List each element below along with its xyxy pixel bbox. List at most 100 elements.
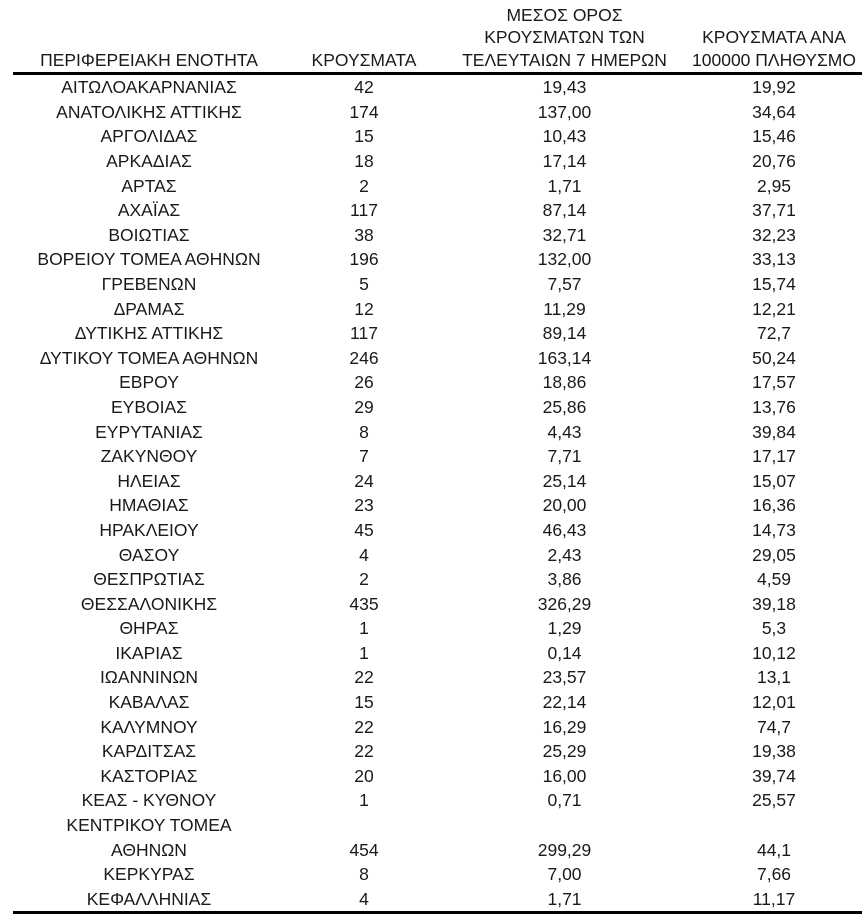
table-row: ΘΕΣΠΡΩΤΙΑΣ 2 3,86 4,59 — [13, 567, 862, 592]
region-cell: ΑΡΤΑΣ — [13, 174, 285, 199]
avg-7day-cell: 1,71 — [547, 175, 582, 196]
avg-7day-cell: 25,86 — [542, 396, 587, 417]
table-row: ΑΙΤΩΛΟΑΚΑΡΝΑΝΙΑΣ 42 19,43 19,92 — [13, 74, 862, 100]
region-name-line: ΚΑΒΑΛΑΣ — [108, 692, 190, 713]
region-name-line: ΘΕΣΣΑΛΟΝΙΚΗΣ — [80, 593, 218, 614]
avg-7day-cell: 326,29 — [537, 593, 592, 614]
region-cell: ΙΚΑΡΙΑΣ — [13, 641, 285, 666]
cases-cell: 26 — [354, 372, 374, 393]
per-100k-cell: 44,1 — [756, 839, 792, 860]
table-row: ΕΒΡΟΥ 26 18,86 17,57 — [13, 370, 862, 395]
region-cell: ΗΜΑΘΙΑΣ — [13, 493, 285, 518]
region-cell: ΚΑΡΔΙΤΣΑΣ — [13, 739, 285, 764]
cases-cell: 454 — [349, 839, 379, 860]
region-name-line: ΖΑΚΥΝΘΟΥ — [100, 446, 198, 467]
table-row: ΘΑΣΟΥ 4 2,43 29,05 — [13, 543, 862, 568]
region-cell: ΚΑΒΑΛΑΣ — [13, 690, 285, 715]
region-cell: ΓΡΕΒΕΝΩΝ — [13, 272, 285, 297]
table-row: ΕΥΡΥΤΑΝΙΑΣ 8 4,43 39,84 — [13, 420, 862, 445]
table-row: ΚΕΦΑΛΛΗΝΙΑΣ 4 1,71 11,17 — [13, 886, 862, 914]
header-row: ΠΕΡΙΦΕΡΕΙΑΚΗ ΕΝΟΤΗΤΑ ΚΡΟΥΣΜΑΤΑ ΜΕΣΟΣ ΟΡΟ… — [13, 2, 862, 76]
cases-cell: 4 — [285, 886, 443, 914]
per-100k-cell: 17,17 — [752, 446, 796, 467]
per-100k-cell: 19,38 — [752, 741, 796, 762]
table-row: ΙΩΑΝΝΙΝΩΝ 22 23,57 13,1 — [13, 665, 862, 690]
table-row: ΗΜΑΘΙΑΣ 23 20,00 16,36 — [13, 493, 862, 518]
table-row: ΒΟΙΩΤΙΑΣ 38 32,71 32,23 — [13, 223, 862, 248]
header-avg-7day-line1: ΜΕΣΟΣ ΟΡΟΣ — [506, 5, 623, 25]
region-name-line: ΑΡΓΟΛΙΔΑΣ — [100, 126, 198, 147]
cases-cell: 29 — [354, 396, 374, 417]
table-row: ΚΑΒΑΛΑΣ 15 22,14 12,01 — [13, 690, 862, 715]
per-100k-cell: 50,24 — [752, 347, 796, 368]
cases-cell: 117 — [350, 323, 378, 344]
cases-cell: 15 — [354, 692, 374, 713]
per-100k-cell: 2,95 — [756, 175, 792, 196]
region-name-line: ΒΟΙΩΤΙΑΣ — [108, 224, 190, 245]
covid-cases-by-regional-unit-table: ΠΕΡΙΦΕΡΕΙΑΚΗ ΕΝΟΤΗΤΑ ΚΡΟΥΣΜΑΤΑ ΜΕΣΟΣ ΟΡΟ… — [13, 2, 862, 914]
table-row: ΚΕΝΤΡΙΚΟΥ ΤΟΜΕΑ ΑΘΗΝΩΝ 454 299,29 44,1 — [13, 813, 862, 862]
region-name-line: ΕΥΒΟΙΑΣ — [111, 396, 187, 417]
cases-cell: 22 — [354, 741, 374, 762]
avg-7day-cell: 23,57 — [542, 667, 587, 688]
region-name-line: ΔΥΤΙΚΗΣ ΑΤΤΙΚΗΣ — [74, 323, 224, 344]
header-regional-unit-label: ΠΕΡΙΦΕΡΕΙΑΚΗ ΕΝΟΤΗΤΑ — [40, 49, 258, 70]
per-100k-cell: 72,7 — [756, 323, 792, 344]
avg-7day-cell: 132,00 — [537, 249, 592, 270]
header-per-100k: ΚΡΟΥΣΜΑΤΑ ΑΝΑ 100000 ΠΛΗΘΥΣΜΟ — [686, 2, 862, 76]
avg-7day-cell: 16,29 — [542, 716, 587, 737]
cases-cell: 435 — [349, 593, 379, 614]
avg-7day-cell: 18,86 — [542, 372, 587, 393]
per-100k-cell: 39,84 — [752, 421, 796, 442]
per-100k-cell: 13,76 — [752, 396, 796, 417]
header-cases-label: ΚΡΟΥΣΜΑΤΑ — [311, 49, 417, 70]
avg-7day-cell: 25,14 — [542, 470, 587, 491]
avg-7day-cell: 1,29 — [547, 618, 582, 639]
table-row: ΚΕΡΚΥΡΑΣ 8 7,00 7,66 — [13, 862, 862, 887]
table-row: ΚΕΑΣ - ΚΥΘΝΟΥ 1 0,71 25,57 — [13, 788, 862, 813]
region-cell: ΗΛΕΙΑΣ — [13, 469, 285, 494]
per-100k-cell: 13,1 — [756, 667, 792, 688]
cases-cell: 246 — [349, 347, 379, 368]
per-100k-cell: 25,57 — [752, 790, 796, 811]
header-per-100k-line1: ΚΡΟΥΣΜΑΤΑ ΑΝΑ — [702, 27, 846, 48]
region-name-line: ΚΑΣΤΟΡΙΑΣ — [100, 765, 198, 786]
per-100k-cell: 7,66 — [756, 864, 792, 885]
table-row: ΑΝΑΤΟΛΙΚΗΣ ΑΤΤΙΚΗΣ 174 137,00 34,64 — [13, 100, 862, 125]
table-body: ΑΙΤΩΛΟΑΚΑΡΝΑΝΙΑΣ 42 19,43 19,92 ΑΝΑΤΟΛΙΚ… — [13, 74, 862, 914]
avg-7day-cell: 0,71 — [547, 790, 582, 811]
cases-cell: 15 — [354, 126, 374, 147]
table-row: ΙΚΑΡΙΑΣ 1 0,14 10,12 — [13, 641, 862, 666]
avg-7day-cell: 25,29 — [542, 741, 587, 762]
cases-cell: 4 — [359, 544, 369, 565]
region-cell: ΙΩΑΝΝΙΝΩΝ — [13, 665, 285, 690]
avg-7day-cell: 11,29 — [543, 298, 586, 319]
avg-7day-cell: 3,86 — [547, 569, 582, 590]
per-100k-cell: 14,73 — [752, 519, 796, 540]
avg-7day-cell: 0,14 — [547, 642, 582, 663]
region-cell: ΘΕΣΠΡΩΤΙΑΣ — [13, 567, 285, 592]
region-cell: ΔΥΤΙΚΗΣ ΑΤΤΙΚΗΣ — [13, 321, 285, 346]
avg-7day-cell: 163,14 — [537, 347, 592, 368]
table-row: ΘΗΡΑΣ 1 1,29 5,3 — [13, 616, 862, 641]
cases-cell: 12 — [354, 298, 374, 319]
cases-cell: 196 — [349, 249, 379, 270]
region-cell: ΘΑΣΟΥ — [13, 543, 285, 568]
region-name-line: ΗΛΕΙΑΣ — [117, 470, 181, 491]
table-row: ΑΡΚΑΔΙΑΣ 18 17,14 20,76 — [13, 149, 862, 174]
avg-7day-cell: 46,43 — [542, 519, 587, 540]
region-name-line: ΔΥΤΙΚΟΥ ΤΟΜΕΑ ΑΘΗΝΩΝ — [39, 347, 259, 368]
cases-cell: 18 — [354, 151, 374, 171]
cases-cell: 174 — [349, 101, 379, 122]
table-row: ΘΕΣΣΑΛΟΝΙΚΗΣ 435 326,29 39,18 — [13, 592, 862, 617]
cases-cell: 1 — [359, 618, 369, 639]
region-cell: ΒΟΡΕΙΟΥ ΤΟΜΕΑ ΑΘΗΝΩΝ — [13, 247, 285, 272]
avg-7day-cell: 7,00 — [547, 864, 582, 885]
cases-cell: 42 — [354, 77, 374, 98]
region-name-line: ΑΝΑΤΟΛΙΚΗΣ ΑΤΤΙΚΗΣ — [56, 101, 242, 122]
table-row: ΔΥΤΙΚΟΥ ΤΟΜΕΑ ΑΘΗΝΩΝ 246 163,14 50,24 — [13, 346, 862, 371]
per-100k-cell: 16,36 — [752, 495, 796, 516]
region-name-line: ΕΒΡΟΥ — [119, 372, 179, 393]
cases-cell: 8 — [359, 421, 369, 442]
region-cell: ΚΑΛΥΜΝΟΥ — [13, 715, 285, 740]
